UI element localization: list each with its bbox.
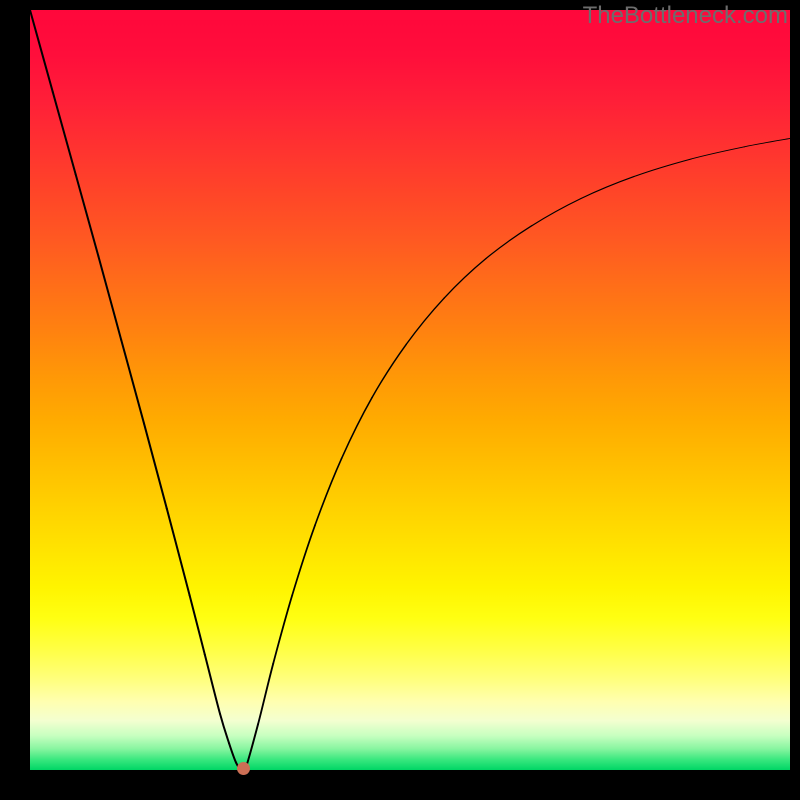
chart-stage: TheBottleneck.com: [0, 0, 800, 800]
watermark-text: TheBottleneck.com: [583, 2, 788, 30]
optimal-point-marker: [237, 762, 250, 775]
bottleneck-curve: [30, 10, 790, 770]
